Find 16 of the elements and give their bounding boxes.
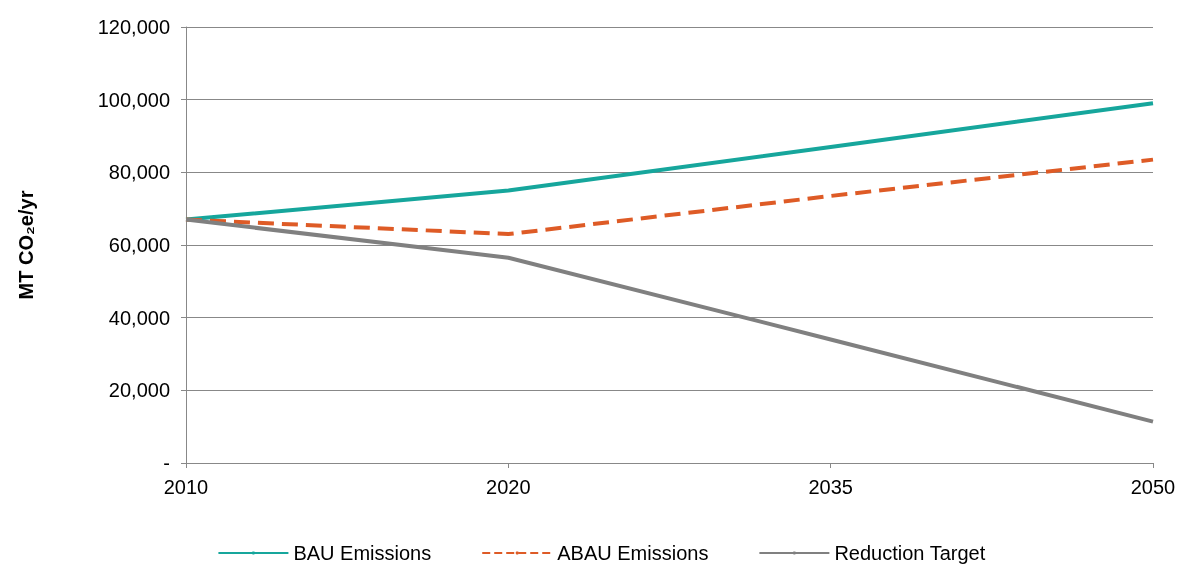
y-tick-label: 80,000 <box>108 161 170 184</box>
x-tick-label: 2050 <box>1130 476 1176 498</box>
legend-label: Reduction Target <box>834 542 986 564</box>
y-tick-label: - <box>163 452 170 474</box>
y-tick-label: 120,000 <box>97 16 170 38</box>
x-tick-label: 2010 <box>163 476 209 498</box>
line-series <box>184 101 1155 222</box>
legend-label: ABAU Emissions <box>557 542 709 564</box>
y-tick-label: 100,000 <box>97 88 170 111</box>
y-tick-label: 40,000 <box>108 306 170 329</box>
y-tick-label: 20,000 <box>108 379 170 402</box>
y-tick-label: 60,000 <box>108 234 170 256</box>
x-tick-label: 2035 <box>808 476 853 498</box>
legend-label: BAU Emissions <box>293 542 432 564</box>
y-axis-title: MT CO₂e/yr <box>15 190 37 300</box>
x-tick-label: 2020 <box>486 476 531 498</box>
